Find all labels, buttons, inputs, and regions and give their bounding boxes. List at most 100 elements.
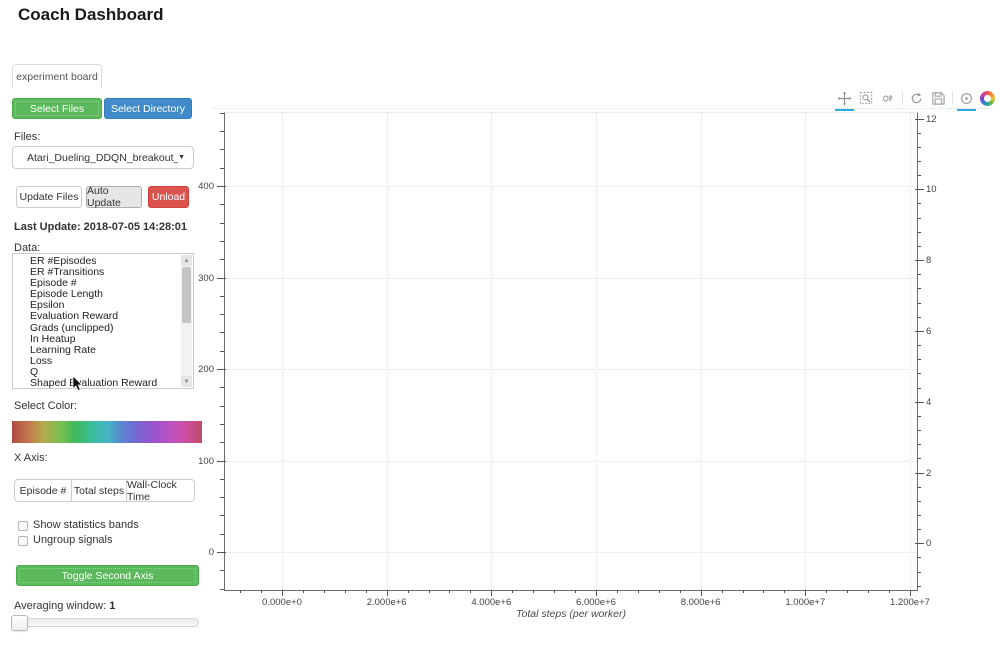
- box-zoom-tool-icon[interactable]: [858, 90, 875, 107]
- last-update-text: Last Update: 2018-07-05 14:28:01: [14, 221, 188, 233]
- y-left-minor-tick: [220, 350, 224, 352]
- listbox-scrollbar[interactable]: ▲ ▼: [181, 255, 192, 387]
- x-minor-tick: [847, 590, 849, 593]
- file-select-dropdown[interactable]: Atari_Dueling_DDQN_breakout_new ▼: [12, 146, 194, 169]
- averaging-window-slider[interactable]: [12, 618, 199, 627]
- plot-area[interactable]: [224, 112, 918, 591]
- x-major-tick: [282, 590, 283, 596]
- list-item[interactable]: ER #Transitions: [30, 266, 105, 279]
- files-label: Files:: [14, 131, 41, 143]
- y-left-minor-tick: [220, 405, 224, 407]
- list-item[interactable]: In Heatup: [30, 332, 76, 345]
- y-right-minor-tick: [917, 529, 921, 531]
- data-list: ER #Episodes ER #Transitions Episode # Epis…: [13, 254, 193, 389]
- pan-tool-icon[interactable]: [835, 90, 854, 111]
- x-axis-option-total-steps[interactable]: Total steps: [72, 479, 127, 502]
- y-right-minor-tick: [917, 458, 921, 460]
- x-tick-label: 1.200e+7: [890, 597, 930, 608]
- bokeh-logo-icon[interactable]: [980, 90, 995, 106]
- averaging-window-value: 1: [109, 600, 116, 612]
- x-minor-tick: [679, 590, 681, 593]
- x-major-tick: [909, 590, 911, 596]
- unload-button[interactable]: Unload: [148, 186, 189, 208]
- slider-handle[interactable]: [11, 615, 28, 631]
- scroll-up-icon[interactable]: ▲: [181, 255, 192, 266]
- list-item[interactable]: Evaluation Reward: [30, 310, 119, 323]
- y-left-minor-tick: [220, 112, 224, 114]
- x-major-tick: [700, 590, 702, 596]
- y-right-tick-label: 6: [926, 325, 932, 337]
- x-axis-option-episode[interactable]: Episode #: [14, 479, 72, 502]
- list-item[interactable]: Q: [30, 365, 39, 378]
- list-item[interactable]: Epsilon: [30, 299, 65, 312]
- y-gridline: [224, 369, 917, 370]
- list-item[interactable]: Loss: [30, 354, 53, 367]
- save-tool-icon[interactable]: [930, 90, 947, 107]
- x-minor-tick: [302, 590, 304, 593]
- select-files-button[interactable]: Select Files: [12, 98, 102, 119]
- y-right-major-tick: [915, 401, 924, 403]
- x-tick-label: 8.000e+6: [680, 597, 721, 608]
- x-axis-title: Total steps (per worker): [516, 608, 626, 620]
- y-right-minor-tick: [917, 514, 921, 516]
- update-files-button[interactable]: Update Files: [16, 186, 82, 208]
- scrollbar-thumb[interactable]: [182, 267, 191, 323]
- y-right-minor-tick: [917, 231, 921, 233]
- x-gridline: [909, 112, 911, 590]
- x-tick-label: 0.000e+0: [262, 597, 302, 608]
- y-right-major-tick: [915, 118, 924, 120]
- y-right-tick-label: 0: [926, 538, 932, 550]
- x-axis-option-wall-clock[interactable]: Wall-Clock Time: [127, 479, 195, 503]
- list-item[interactable]: Episode Length: [30, 288, 103, 301]
- x-minor-tick: [889, 590, 891, 593]
- list-item[interactable]: Episode #: [30, 277, 77, 290]
- y-right-minor-tick: [917, 132, 921, 134]
- y-left-tick-label: 300: [198, 272, 214, 284]
- toggle-second-axis-button[interactable]: Toggle Second Axis: [16, 565, 199, 586]
- tab-experiment-board[interactable]: experiment board: [12, 64, 102, 89]
- x-tick-label: 2.000e+6: [366, 597, 407, 608]
- x-gridline: [595, 112, 597, 590]
- y-left-minor-tick: [220, 295, 224, 297]
- list-item[interactable]: Shaped Evaluation Reward: [30, 377, 158, 389]
- y-left-minor-tick: [220, 314, 224, 316]
- x-tick-label: 4.000e+6: [471, 597, 512, 608]
- list-item[interactable]: Learning Rate: [30, 343, 96, 356]
- hover-tool-icon[interactable]: [957, 90, 976, 111]
- data-listbox[interactable]: ER #Episodes ER #Transitions Episode # Epis…: [12, 253, 194, 389]
- y-gridline: [224, 460, 917, 462]
- y-left-minor-tick: [220, 204, 224, 206]
- y-gridline: [224, 186, 917, 187]
- y-left-minor-tick: [220, 387, 224, 389]
- x-minor-tick: [575, 590, 577, 593]
- y-left-minor-tick: [220, 259, 224, 261]
- x-gridline: [805, 112, 807, 590]
- select-directory-button[interactable]: Select Directory: [104, 98, 192, 119]
- y-right-minor-tick: [917, 175, 921, 177]
- x-minor-tick: [261, 590, 263, 593]
- y-right-minor-tick: [917, 160, 921, 162]
- ungroup-signals-checkbox[interactable]: [18, 536, 28, 546]
- x-gridline: [700, 112, 702, 590]
- x-tick-label: 6.000e+6: [576, 597, 616, 608]
- y-left-minor-tick: [220, 533, 224, 535]
- y-left-tick-label: 200: [198, 364, 214, 375]
- x-major-tick: [491, 590, 493, 596]
- color-gradient-picker[interactable]: [12, 421, 202, 443]
- y-right-minor-tick: [917, 571, 921, 573]
- x-minor-tick: [323, 590, 325, 593]
- y-right-minor-tick: [917, 316, 921, 318]
- y-left-minor-tick: [220, 240, 224, 242]
- x-axis-button-group: Episode # Total steps Wall-Clock Time: [14, 479, 195, 503]
- show-statistics-bands-checkbox[interactable]: [18, 521, 28, 531]
- wheel-zoom-tool-icon[interactable]: [880, 90, 897, 107]
- x-major-tick: [386, 590, 388, 596]
- y-right-minor-tick: [917, 302, 921, 304]
- reset-tool-icon[interactable]: [908, 90, 925, 107]
- x-gridline: [386, 112, 388, 590]
- auto-update-button[interactable]: Auto Update: [86, 185, 142, 209]
- y-left-minor-tick: [220, 588, 224, 590]
- scroll-down-icon[interactable]: ▼: [181, 376, 192, 387]
- list-item[interactable]: Grads (unclipped): [30, 321, 114, 334]
- list-item[interactable]: ER #Episodes: [30, 255, 97, 267]
